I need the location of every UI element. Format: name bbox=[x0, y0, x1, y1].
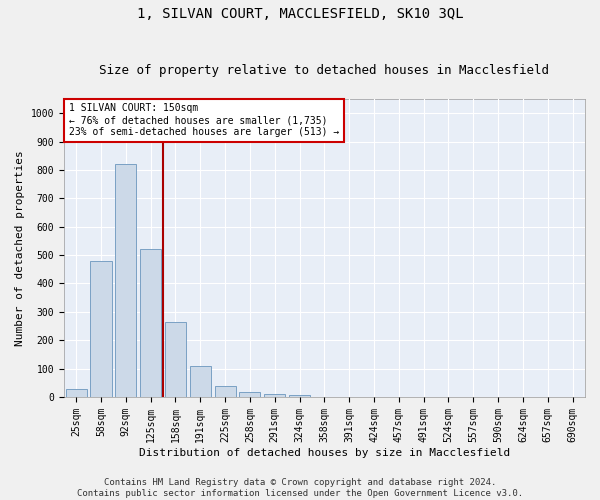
Text: 1, SILVAN COURT, MACCLESFIELD, SK10 3QL: 1, SILVAN COURT, MACCLESFIELD, SK10 3QL bbox=[137, 8, 463, 22]
Bar bbox=[190, 366, 211, 397]
Bar bbox=[65, 389, 87, 397]
Bar bbox=[239, 392, 260, 397]
Bar bbox=[264, 394, 285, 397]
Bar bbox=[91, 261, 112, 397]
Y-axis label: Number of detached properties: Number of detached properties bbox=[15, 150, 25, 346]
Bar bbox=[165, 322, 186, 397]
Bar bbox=[115, 164, 136, 397]
Text: 1 SILVAN COURT: 150sqm
← 76% of detached houses are smaller (1,735)
23% of semi-: 1 SILVAN COURT: 150sqm ← 76% of detached… bbox=[69, 104, 339, 136]
Bar bbox=[215, 386, 236, 397]
Title: Size of property relative to detached houses in Macclesfield: Size of property relative to detached ho… bbox=[100, 64, 550, 77]
Bar bbox=[289, 394, 310, 397]
Bar bbox=[140, 250, 161, 397]
X-axis label: Distribution of detached houses by size in Macclesfield: Distribution of detached houses by size … bbox=[139, 448, 510, 458]
Text: Contains HM Land Registry data © Crown copyright and database right 2024.
Contai: Contains HM Land Registry data © Crown c… bbox=[77, 478, 523, 498]
